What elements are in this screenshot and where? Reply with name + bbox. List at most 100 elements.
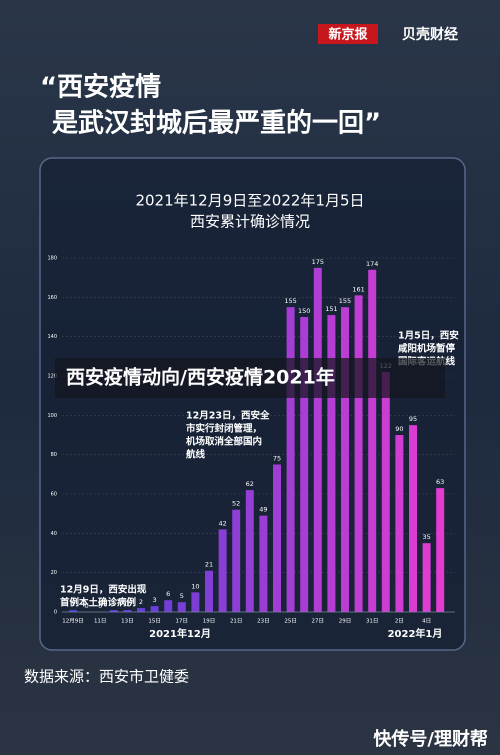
bar — [245, 490, 254, 612]
headline: 是武汉封城后最严重的一回” — [52, 108, 381, 139]
bar — [354, 295, 363, 612]
value-label: 5 — [180, 592, 184, 600]
value-label: 35 — [422, 533, 430, 541]
value-label: 52 — [232, 500, 240, 508]
x-tick-label: 23日 — [257, 618, 270, 625]
bar — [381, 372, 390, 612]
x-tick-label: 11日 — [94, 618, 107, 625]
value-label: 175 — [312, 258, 324, 266]
value-label: 151 — [325, 305, 337, 313]
bar — [327, 315, 336, 612]
x-tick-label: 15日 — [148, 618, 161, 625]
value-label: 161 — [352, 285, 364, 293]
value-label: 3 — [153, 596, 157, 604]
bar — [409, 425, 417, 612]
bar — [232, 509, 241, 612]
logo-left: 新京报 — [328, 27, 368, 43]
value-label: 6 — [166, 590, 170, 598]
x-tick-label: 29日 — [339, 618, 352, 625]
value-label: 0 — [85, 602, 89, 610]
y-tick-label: 20 — [51, 570, 57, 576]
value-label: 2 — [139, 598, 143, 606]
value-label: 155 — [284, 297, 296, 305]
value-label: 1 — [112, 600, 116, 608]
bar — [150, 606, 159, 612]
banner-box — [55, 358, 445, 398]
x-tick-label: 17日 — [176, 618, 189, 625]
bar — [164, 600, 173, 612]
value-label: 95 — [409, 415, 417, 423]
chart-subtitle: 西安累计确诊情况 — [190, 213, 310, 231]
banner: 西安疫情动向/西安疫情2021年 — [66, 366, 335, 389]
bar — [313, 267, 322, 612]
annotation: 12月23日，西安全 — [186, 410, 270, 422]
bar — [422, 543, 431, 612]
y-tick-label: 160 — [47, 295, 57, 301]
bar — [286, 307, 295, 612]
x-tick-label: 2日 — [395, 618, 404, 625]
y-tick-label: 180 — [47, 256, 57, 262]
y-tick-label: 40 — [51, 531, 57, 537]
value-label: 42 — [218, 519, 226, 527]
x-tick-label: 31日 — [366, 618, 379, 625]
x-group-label: 2021年12月 — [149, 627, 211, 640]
bar — [177, 602, 186, 612]
annotation: 首例本土确诊病例 — [60, 597, 136, 609]
x-tick-label: 19日 — [203, 618, 216, 625]
source: 数据来源：西安市卫健委 — [24, 668, 189, 686]
x-tick-label: 21日 — [230, 618, 243, 625]
annotation: 咸阳机场暂停 — [397, 343, 456, 355]
bar — [395, 435, 404, 612]
x-tick-label: 4日 — [422, 618, 431, 625]
annotation: 航线 — [186, 449, 206, 461]
value-label: 10 — [191, 582, 199, 590]
value-label: 1 — [125, 600, 129, 608]
x-tick-label: 27日 — [312, 618, 325, 625]
logo-right: 贝壳财经 — [402, 26, 458, 43]
logo-box — [318, 24, 378, 44]
bar — [205, 570, 213, 612]
bar — [218, 529, 227, 612]
y-tick-label: 100 — [47, 413, 57, 419]
bar — [191, 592, 200, 612]
x-group-label: 2022年1月 — [388, 627, 443, 640]
headline: “西安疫情 — [40, 72, 161, 103]
y-tick-label: 140 — [47, 334, 57, 340]
bar — [137, 608, 145, 612]
value-label: 63 — [436, 478, 444, 486]
y-tick-label: 60 — [51, 492, 57, 498]
annotation: 机场取消全部国内 — [186, 436, 262, 448]
y-tick-label: 0 — [54, 610, 57, 616]
x-tick-label: 25日 — [284, 618, 297, 625]
value-label: 75 — [273, 455, 281, 463]
bar — [273, 464, 281, 612]
bar — [259, 515, 268, 612]
y-tick-label: 120 — [47, 374, 57, 380]
value-label: 0 — [98, 602, 102, 610]
value-label: 62 — [246, 480, 254, 488]
value-label: 90 — [395, 425, 403, 433]
x-tick-label: 12月9日 — [62, 618, 84, 625]
value-label: 155 — [339, 297, 351, 305]
annotation: 市实行封闭管理， — [186, 423, 262, 435]
annotation: 12月9日，西安出现 — [60, 584, 147, 596]
value-label: 174 — [366, 260, 378, 268]
x-tick-label: 13日 — [121, 618, 134, 625]
value-label: 1 — [71, 600, 75, 608]
bar — [368, 269, 377, 612]
y-tick-label: 80 — [51, 452, 57, 458]
value-label: 150 — [298, 307, 310, 315]
chart-title: 2021年12月9日至2022年1月5日 — [135, 192, 364, 210]
bar — [123, 610, 132, 612]
bar — [436, 488, 445, 612]
bar — [300, 317, 309, 612]
bar — [109, 610, 118, 612]
bar — [341, 307, 349, 612]
value-label: 49 — [259, 506, 267, 514]
bar — [69, 610, 77, 612]
watermark: 快传号/理财帮 — [373, 728, 488, 750]
annotation: 1月5日，西安 — [398, 330, 459, 342]
value-label: 21 — [205, 561, 213, 569]
